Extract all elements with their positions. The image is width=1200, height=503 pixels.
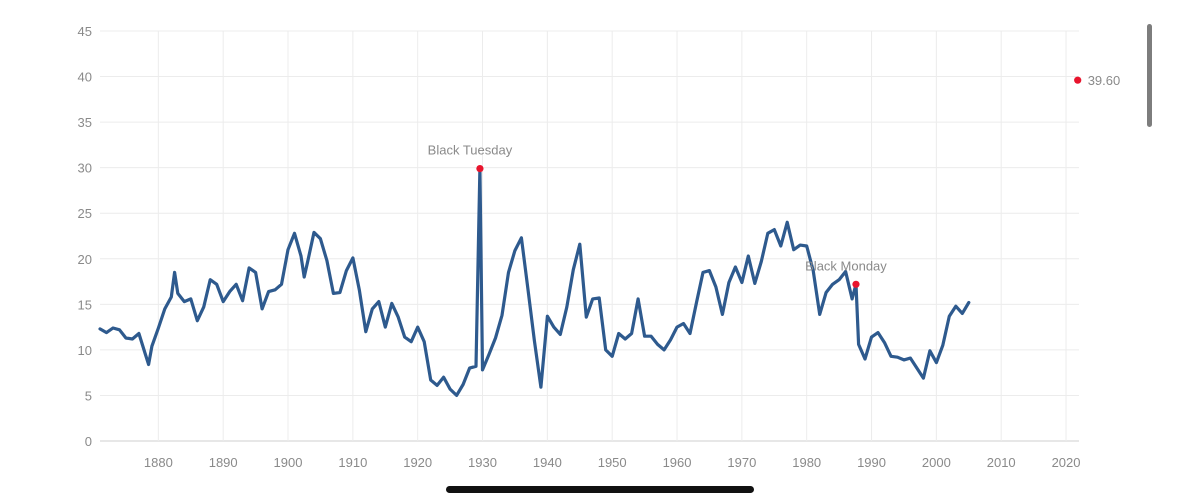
y-tick-label: 15: [78, 297, 92, 312]
current-value-label: 39.60: [1088, 73, 1121, 88]
x-tick-label: 1970: [727, 455, 756, 470]
y-tick-label: 45: [78, 24, 92, 39]
annotation-marker: [852, 280, 860, 288]
x-tick-label: 1930: [468, 455, 497, 470]
y-tick-label: 20: [78, 252, 92, 267]
scroll-indicator[interactable]: [1147, 24, 1152, 127]
home-indicator[interactable]: [446, 486, 754, 493]
y-tick-label: 25: [78, 206, 92, 221]
x-tick-label: 1940: [533, 455, 562, 470]
x-tick-label: 2020: [1052, 455, 1081, 470]
x-axis-tick-labels: 1880 1890 1900 1910 1920 1930 1940 1950 1960 1970…: [144, 455, 1081, 470]
x-tick-label: 2000: [922, 455, 951, 470]
x-tick-label: 1950: [598, 455, 627, 470]
x-tick-label: 2010: [987, 455, 1016, 470]
x-tick-label: 1900: [274, 455, 303, 470]
annotation-marker: [1074, 76, 1082, 84]
chart-annotations: Black Tuesday Black Monday 39.60: [428, 73, 1121, 288]
annotation-marker: [476, 164, 484, 173]
pe-ratio-series-line: [98, 167, 971, 397]
y-axis-tick-labels: 0 5 10 15 20 25 30 35 40 45: [78, 24, 92, 449]
annotation-label: Black Tuesday: [428, 143, 513, 158]
y-tick-label: 35: [78, 115, 92, 130]
x-tick-label: 1910: [338, 455, 367, 470]
x-tick-label: 1920: [403, 455, 432, 470]
annotation-label: Black Monday: [805, 258, 887, 273]
x-tick-label: 1990: [857, 455, 886, 470]
y-tick-label: 0: [85, 434, 92, 449]
x-tick-label: 1880: [144, 455, 173, 470]
y-tick-label: 40: [78, 70, 92, 85]
x-tick-label: 1960: [663, 455, 692, 470]
y-tick-label: 10: [78, 343, 92, 358]
chart-grid: [100, 30, 1079, 442]
x-tick-label: 1980: [792, 455, 821, 470]
x-tick-label: 1890: [209, 455, 238, 470]
y-tick-label: 5: [85, 388, 92, 403]
y-tick-label: 30: [78, 161, 92, 176]
